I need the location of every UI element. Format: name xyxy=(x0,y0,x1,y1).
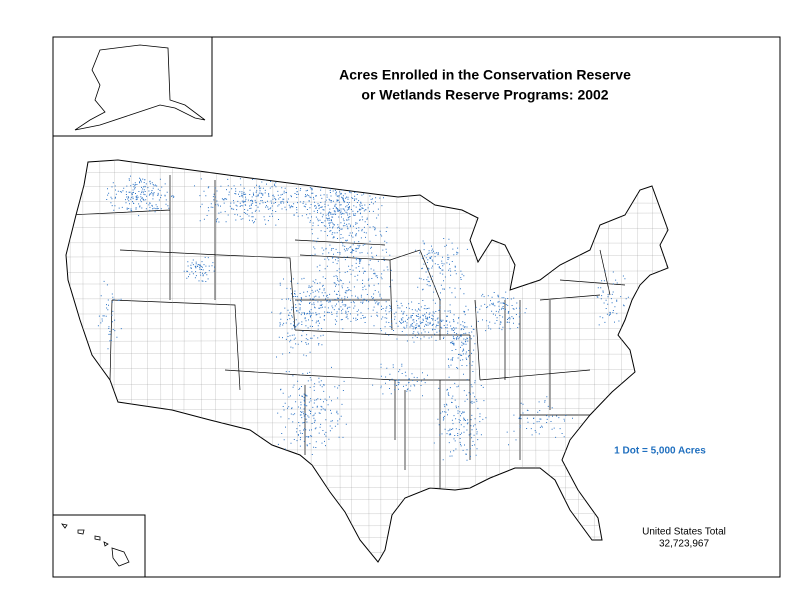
frame xyxy=(52,36,781,578)
hawaii-outline xyxy=(61,523,130,567)
title-line: Acres Enrolled in the Conservation Reser… xyxy=(339,67,631,83)
legend: 1 Dot = 5,000 Acres xyxy=(614,446,706,457)
title-line: or Wetlands Reserve Programs: 2002 xyxy=(361,87,608,103)
us-outline xyxy=(65,159,669,563)
hawaii-inset xyxy=(52,514,146,578)
alaska-outline xyxy=(74,44,206,131)
state-boundaries xyxy=(69,175,626,490)
total-label: United States Total xyxy=(642,527,726,538)
acreage-dots xyxy=(97,174,629,461)
total-value: 32,723,967 xyxy=(659,539,709,550)
dot-layer xyxy=(97,174,629,461)
alaska-inset xyxy=(52,36,213,137)
